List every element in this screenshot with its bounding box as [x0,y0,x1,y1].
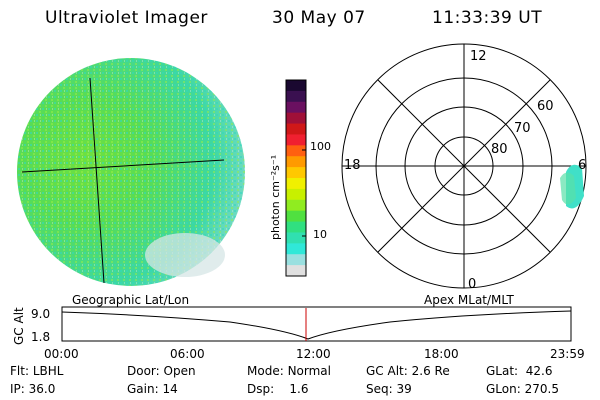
mlat-label-60: 60 [537,99,554,114]
mlt-label-6: 6 [578,158,586,173]
colorbar-unit-label: photon cm⁻²s⁻¹ [269,155,282,240]
mlt-label-12: 12 [470,49,487,64]
colorbar-segment [286,134,306,146]
colorbar-segment [286,265,306,277]
info-door: Door: Open [127,364,196,378]
timeline-left-label: Geographic Lat/Lon [72,293,189,307]
colorbar-segment [286,145,306,157]
info-glon: GLon: 270.5 [486,382,559,396]
colorbar-tick-100: 100 [310,140,331,153]
color-scale-bar [285,79,307,277]
timeline-xtick-0000: 00:00 [44,347,79,361]
info-dsp: Dsp: 1.6 [247,382,309,396]
info-ip: IP: 36.0 [10,382,56,396]
timeline-xtick-1800: 18:00 [424,347,459,361]
info-glat: GLat: 42.6 [486,364,553,378]
colorbar-segment [286,80,306,92]
timeline-xtick-0600: 06:00 [170,347,205,361]
mlat-label-80: 80 [491,142,508,157]
date-label: 30 May 07 [272,8,366,28]
colorbar-segment [286,178,306,190]
mlt-label-18: 18 [344,158,361,173]
colorbar-segment [286,188,306,201]
info-seq: Seq: 39 [366,382,412,396]
geographic-parallel-line [21,159,225,173]
time-label: 11:33:39 UT [432,8,543,28]
timeline-ytick-high: 9.0 [31,307,50,321]
timeline-ytick-low: 1.8 [31,330,50,344]
timeline-axis-title: GC Alt [12,307,26,345]
colorbar-segment [286,101,306,114]
colorbar-segment [286,221,306,233]
colorbar-segment [286,123,306,135]
info-flt: Flt: LBHL [10,364,64,378]
timeline-right-label: Apex MLat/MLT [424,293,514,307]
geographic-image-disk [17,58,245,286]
colorbar-segment [286,254,306,266]
geographic-meridian-line [89,77,105,284]
polar-mlat-mlt-plot [341,43,587,289]
info-gain: Gain: 14 [127,382,178,396]
colorbar-segment [286,232,306,244]
colorbar-segment [286,210,306,223]
altitude-timeline-panel [61,306,572,342]
colorbar-segment [286,112,306,125]
colorbar-segment [286,243,306,255]
info-gc-alt: GC Alt: 2.6 Re [366,364,450,378]
colorbar-tick-10: 10 [313,228,327,241]
colorbar-segment [286,90,306,103]
info-mode: Mode: Normal [247,364,331,378]
timeline-xtick-2359: 23:59 [550,347,585,361]
instrument-title: Ultraviolet Imager [45,8,208,28]
timeline-xtick-1200: 12:00 [296,347,331,361]
colorbar-segment [286,156,306,168]
mlt-label-0: 0 [468,277,476,292]
mlat-label-70: 70 [514,121,531,136]
colorbar-segment [286,167,306,179]
colorbar-segment [286,199,306,212]
